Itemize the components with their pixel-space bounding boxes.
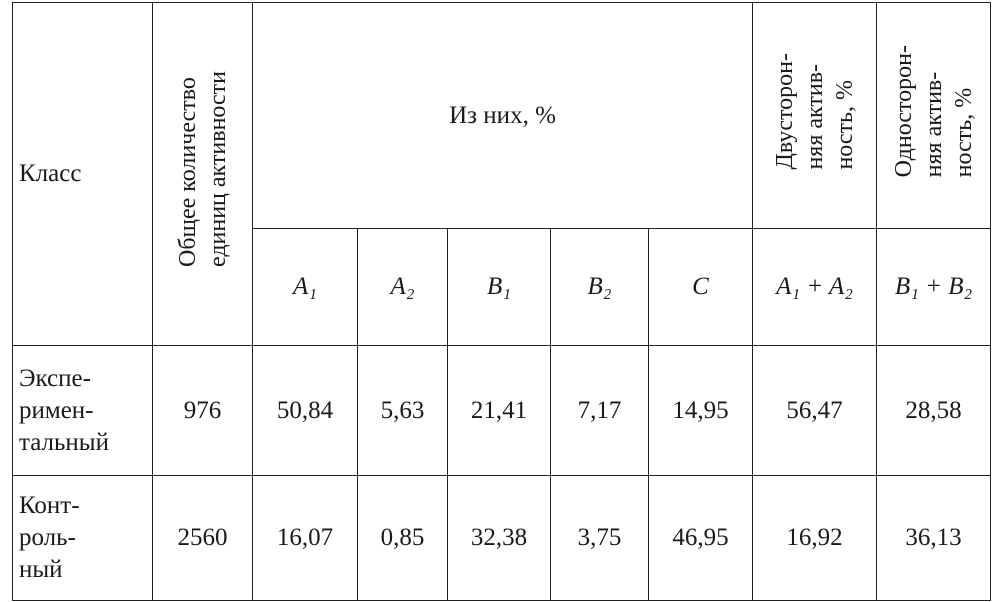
subheader-cell: A₁ + A₂ <box>752 228 878 346</box>
header-text: Двусторон- няя актив- ность, % <box>771 52 858 170</box>
data-cell: 7,17 <box>550 345 649 476</box>
data-cell: 3,75 <box>550 475 649 601</box>
data-cell: 5,63 <box>357 345 448 476</box>
data-row: Экспе- римен- тальный 976 50,84 5,63 21,41 7,… <box>12 345 992 476</box>
data-cell: 32,38 <box>447 475 551 601</box>
data-cell: 56,47 <box>752 345 878 476</box>
subheader-row: A₁ A₂ B₁ B₂ C A₁ + A₂ B₁ + B₂ <box>13 228 992 346</box>
row-label: Конт- роль- ный <box>12 475 153 601</box>
data-cell: 976 <box>152 345 253 476</box>
data-table: Класс Общее количество единиц активности… <box>12 2 992 601</box>
data-cell: 28,58 <box>876 345 992 476</box>
data-cell: 46,95 <box>647 475 754 601</box>
data-cell: 14,95 <box>647 345 754 476</box>
data-cell: 21,41 <box>447 345 551 476</box>
subheader-cell: B₁ + B₂ <box>876 228 992 346</box>
header-cell: Двусторон- няя актив- ность, % <box>752 2 878 229</box>
header-cell: Класс <box>12 2 153 346</box>
data-cell: 0,85 <box>357 475 448 601</box>
header-cell: Односторон- няя актив- ность, % <box>876 2 992 229</box>
subheader-cell: C <box>647 228 754 346</box>
subheader-cell: B₁ <box>447 228 551 346</box>
data-cell: 16,92 <box>752 475 878 601</box>
header-cell: Общее количество единиц активности <box>152 2 253 346</box>
data-cell: 36,13 <box>876 475 992 601</box>
header-text: Односторон- няя актив- ность, % <box>890 44 977 178</box>
header-text: Общее количество единиц активности <box>174 71 231 268</box>
data-cell: 16,07 <box>252 475 358 601</box>
row-label: Экспе- римен- тальный <box>12 345 153 476</box>
header-cell: Из них, % <box>251 2 754 229</box>
subheader-cell: A₁ <box>252 228 358 346</box>
header-row: Класс Общее количество единиц активности… <box>12 2 992 346</box>
data-cell: 2560 <box>152 475 253 601</box>
data-cell: 50,84 <box>252 345 358 476</box>
subheader-cell: B₂ <box>550 228 649 346</box>
data-row: Конт- роль- ный 2560 16,07 0,85 32,38 3,75 46,… <box>12 475 992 601</box>
subheader-cell: A₂ <box>357 228 448 346</box>
